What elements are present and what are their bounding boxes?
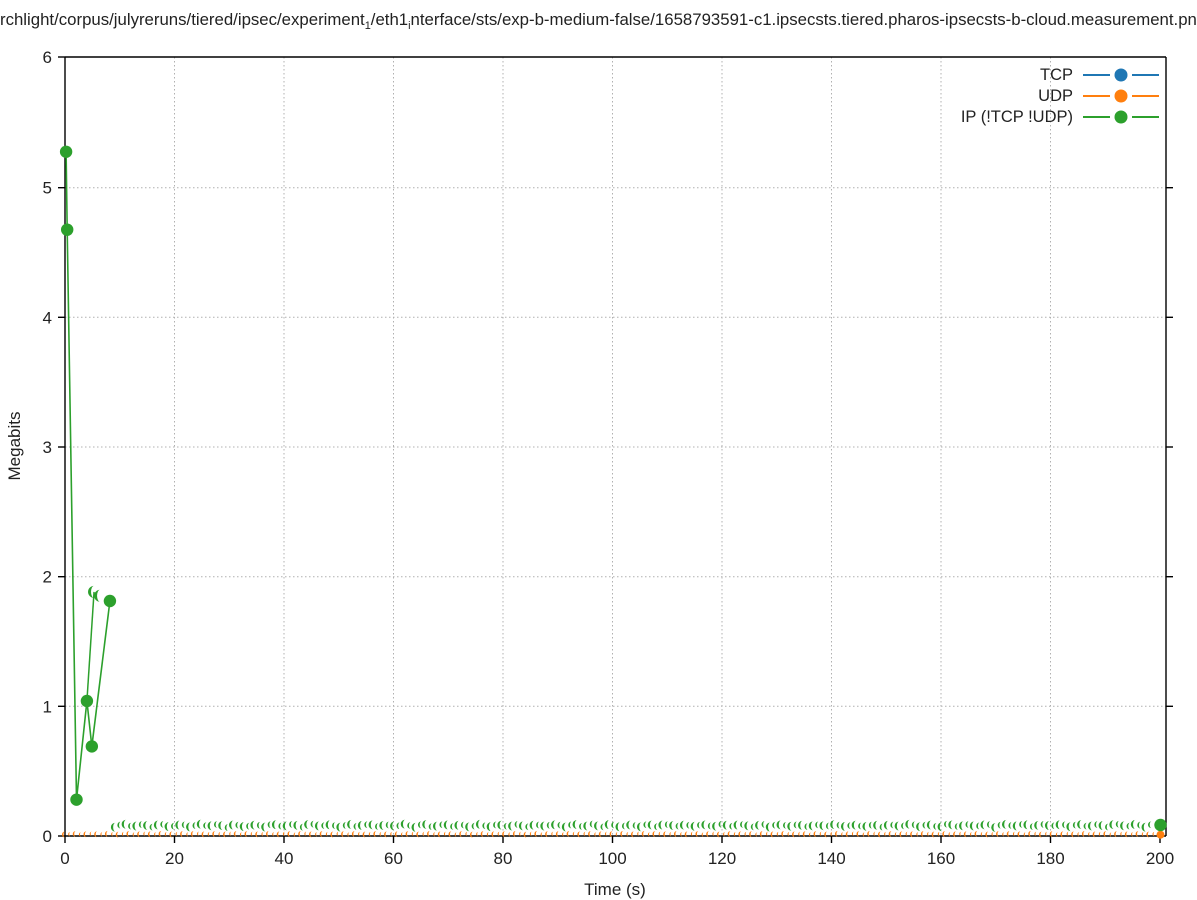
svg-text:140: 140: [817, 849, 845, 868]
svg-text:Time (s): Time (s): [584, 880, 646, 899]
svg-text:2: 2: [43, 568, 52, 587]
svg-text:180: 180: [1036, 849, 1064, 868]
svg-text:0: 0: [60, 849, 69, 868]
svg-text:5: 5: [43, 179, 52, 198]
svg-text:60: 60: [384, 849, 403, 868]
svg-text:80: 80: [494, 849, 513, 868]
svg-text:1: 1: [43, 697, 52, 716]
svg-text:IP (!TCP !UDP): IP (!TCP !UDP): [961, 108, 1073, 126]
svg-text:Megabits: Megabits: [5, 412, 24, 481]
svg-text:40: 40: [275, 849, 294, 868]
svg-text:6: 6: [43, 48, 52, 67]
svg-text:0: 0: [43, 827, 52, 846]
svg-text:3: 3: [43, 438, 52, 457]
svg-text:UDP: UDP: [1038, 87, 1073, 105]
svg-text:TCP: TCP: [1040, 66, 1073, 84]
svg-text:4: 4: [43, 308, 52, 327]
svg-text:200: 200: [1146, 849, 1174, 868]
svg-text:100: 100: [598, 849, 626, 868]
svg-text:160: 160: [927, 849, 955, 868]
svg-text:20: 20: [165, 849, 184, 868]
svg-text:120: 120: [708, 849, 736, 868]
